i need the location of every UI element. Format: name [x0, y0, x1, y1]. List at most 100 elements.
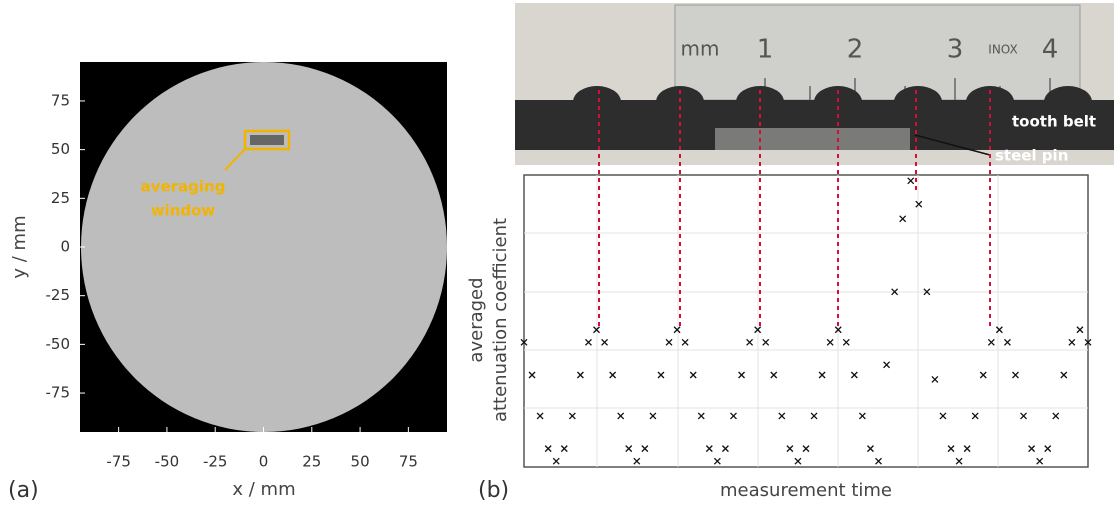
- x-tick-label: 0: [259, 453, 269, 471]
- annotation: window: [151, 202, 216, 220]
- ruler-label: 4: [1042, 35, 1059, 65]
- y-tick-label: 25: [51, 189, 70, 207]
- marker: [1060, 371, 1068, 379]
- marker: [552, 457, 560, 465]
- ruler-label: 3: [947, 35, 964, 65]
- link-lines: [598, 90, 991, 328]
- marker: [858, 412, 866, 420]
- marker: [891, 288, 899, 296]
- pin-pointer: [914, 134, 991, 156]
- marker: [987, 338, 995, 346]
- panel-label: (b): [478, 478, 509, 503]
- marker: [1076, 326, 1084, 334]
- marker: [818, 371, 826, 379]
- x-tick-label: 50: [351, 453, 370, 471]
- x-tick-label: -50: [155, 453, 180, 471]
- x-tick-label: -75: [106, 453, 131, 471]
- photo-annotation: tooth belt: [1012, 113, 1096, 131]
- marker: [754, 326, 762, 334]
- marker: [576, 371, 584, 379]
- y-label: averaged: [466, 277, 487, 362]
- x-label: x / mm: [232, 479, 295, 500]
- marker: [778, 412, 786, 420]
- marker: [689, 371, 697, 379]
- marker: [568, 412, 576, 420]
- marker: [665, 338, 673, 346]
- marker: [850, 371, 858, 379]
- marker: [536, 412, 544, 420]
- marker: [1036, 457, 1044, 465]
- ruler: [674, 4, 1081, 101]
- marker: [738, 371, 746, 379]
- marker: [947, 445, 955, 453]
- steel-pin: [715, 128, 910, 150]
- marker: [601, 338, 609, 346]
- marker: [802, 445, 810, 453]
- marker: [826, 338, 834, 346]
- y-tick-label: -25: [46, 286, 71, 304]
- ct-slice: [81, 62, 447, 432]
- marker: [907, 177, 915, 185]
- marker: [1020, 412, 1027, 420]
- ruler-label: 1: [757, 35, 774, 65]
- y-tick-label: -50: [46, 335, 71, 353]
- marker: [730, 412, 737, 420]
- ruler-label: mm: [681, 37, 720, 61]
- marker: [786, 445, 794, 453]
- marker: [963, 445, 971, 453]
- marker: [1028, 445, 1036, 453]
- marker: [866, 445, 874, 453]
- grid: [524, 175, 1088, 467]
- marker: [1068, 338, 1076, 346]
- y-label: attenuation coefficient: [490, 218, 511, 422]
- marker: [673, 326, 681, 334]
- averaging-window: [243, 129, 291, 151]
- y-tick-label: 0: [60, 238, 70, 256]
- y-tick-label: 50: [51, 140, 70, 158]
- marker: [681, 338, 689, 346]
- x-label: measurement time: [720, 480, 892, 501]
- marker: [746, 338, 754, 346]
- annotation-line: [224, 148, 246, 171]
- annotation: averaging: [141, 178, 226, 196]
- marker: [842, 338, 850, 346]
- photo-annotation: steel pin: [995, 147, 1068, 165]
- marker: [697, 412, 705, 420]
- ruler-label: INOX: [988, 43, 1017, 57]
- marker: [794, 457, 802, 465]
- plot-frame: [523, 174, 1089, 468]
- marker: [1044, 445, 1052, 453]
- marker: [641, 445, 649, 453]
- x-tick-label: 25: [302, 453, 321, 471]
- marker: [657, 371, 665, 379]
- ruler-label: 2: [847, 35, 864, 65]
- window-content: [250, 135, 284, 145]
- marker: [915, 200, 923, 208]
- marker: [899, 215, 907, 223]
- marker: [593, 326, 600, 334]
- marker: [649, 412, 657, 420]
- marker: [584, 338, 592, 346]
- marker: [721, 445, 729, 453]
- marker: [1052, 412, 1060, 420]
- marker: [1012, 371, 1019, 379]
- y-tick-label: -75: [46, 384, 71, 402]
- marker: [875, 457, 882, 465]
- marker: [560, 445, 568, 453]
- marker: [1003, 338, 1011, 346]
- marker: [617, 412, 625, 420]
- marker: [1084, 338, 1092, 346]
- marker: [609, 371, 617, 379]
- marker: [528, 371, 536, 379]
- marker: [762, 338, 770, 346]
- panel-label: (a): [8, 478, 39, 503]
- marker: [770, 371, 778, 379]
- marker: [713, 457, 721, 465]
- marker: [625, 445, 633, 453]
- marker: [971, 412, 979, 420]
- marker: [544, 445, 552, 453]
- marker: [810, 412, 818, 420]
- marker: [834, 326, 842, 334]
- marker: [939, 412, 947, 420]
